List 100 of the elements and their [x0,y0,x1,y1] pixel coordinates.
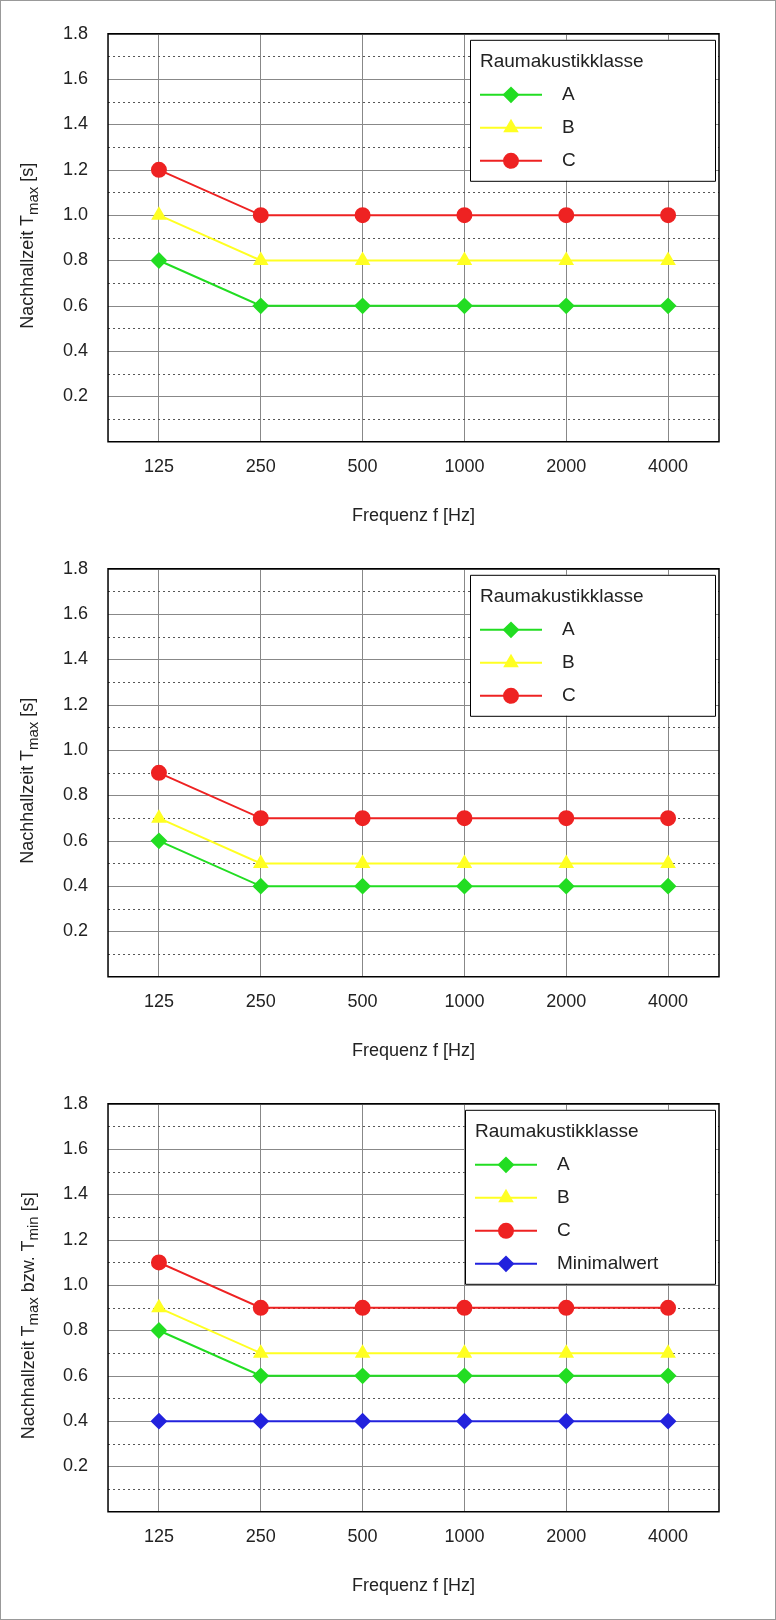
x-tick-label: 500 [347,990,378,1011]
legend-label: B [557,1186,570,1208]
point [252,297,269,314]
legend-label: A [557,1153,570,1175]
y-tick-label: 1.0 [62,1274,89,1295]
y-tick-label: 1.2 [62,158,89,179]
y-tick-label: 1.8 [62,1092,89,1113]
y-tick-label: 0.4 [62,340,89,361]
y-tick-label: 1.0 [62,204,89,225]
y-tick-label: 0.6 [62,829,89,850]
x-tick-label: 500 [347,455,378,476]
point [457,1345,472,1358]
x-tick-label: 1000 [444,455,485,476]
point [252,1367,269,1384]
point [558,810,575,827]
point [558,1367,575,1384]
point [660,878,677,895]
legend-title: Raumakustikklasse [475,1120,639,1142]
y-tick-label: 1.0 [62,739,89,760]
y-tick-label: 1.6 [62,603,89,624]
y-tick-label: 0.2 [62,920,89,941]
point [151,1299,166,1313]
point [252,878,269,895]
x-axis-title: Frequenz f [Hz] [351,1040,476,1061]
x-tick-label: 2000 [546,1525,587,1546]
point [354,297,371,314]
point [150,1322,167,1339]
y-tick-label: 0.6 [62,294,89,315]
point [661,1345,676,1358]
point [150,764,167,781]
x-tick-label: 500 [347,1525,378,1546]
y-tick-label: 1.8 [62,557,89,578]
point [150,1254,167,1271]
point [456,810,473,827]
y-tick-label: 0.8 [62,784,89,805]
x-tick-label: 4000 [648,1525,689,1546]
point [354,1367,371,1384]
legend-label: C [562,149,576,171]
point [456,1299,473,1316]
x-tick-label: 2000 [546,990,587,1011]
point [150,161,167,178]
point [354,207,371,224]
y-tick-label: 0.2 [62,1455,89,1476]
x-tick-label: 250 [245,1525,276,1546]
point [150,832,167,849]
point [354,1413,371,1430]
x-tick-label: 2000 [546,455,587,476]
x-tick-label: 250 [245,455,276,476]
point [354,1299,371,1316]
point [355,1345,370,1358]
point [151,810,166,823]
point [660,810,677,827]
legend-label: B [562,651,575,673]
legend-label: C [562,684,576,706]
point [456,1413,473,1430]
point [558,1299,575,1316]
legend-title: Raumakustikklasse [480,50,644,72]
point [355,252,370,265]
point [456,878,473,895]
point [150,252,167,269]
y-tick-label: 0.4 [62,1410,89,1431]
legend-label: B [562,116,575,138]
y-tick-label: 0.8 [62,249,89,270]
point [252,1413,269,1430]
x-tick-label: 125 [143,455,174,476]
y-tick-label: 0.4 [62,875,89,896]
legend-title: Raumakustikklasse [480,585,644,607]
point [253,252,268,265]
y-tick-label: 0.6 [62,1364,89,1385]
point [661,252,676,265]
y-tick-label: 1.4 [62,113,89,134]
point [456,207,473,224]
x-tick-label: 250 [245,990,276,1011]
y-tick-label: 1.4 [62,1183,89,1204]
point [558,1413,575,1430]
point [150,1413,167,1430]
point [354,878,371,895]
point [456,1367,473,1384]
y-tick-label: 0.8 [62,1319,89,1340]
x-tick-label: 4000 [648,990,689,1011]
x-tick-label: 125 [143,1525,174,1546]
x-tick-label: 1000 [444,990,485,1011]
point [252,1299,269,1316]
legend-label: A [562,618,575,640]
point [457,252,472,265]
legend-label: A [562,83,575,105]
legend-label: C [557,1219,571,1241]
y-tick-label: 1.2 [62,693,89,714]
x-tick-label: 1000 [444,1525,485,1546]
point [660,1367,677,1384]
x-tick-label: 125 [143,990,174,1011]
point [660,297,677,314]
point [660,1413,677,1430]
x-axis-title: Frequenz f [Hz] [351,505,476,526]
point [354,810,371,827]
point [559,252,574,265]
point [558,207,575,224]
point [559,1345,574,1358]
point [252,810,269,827]
point [660,1299,677,1316]
